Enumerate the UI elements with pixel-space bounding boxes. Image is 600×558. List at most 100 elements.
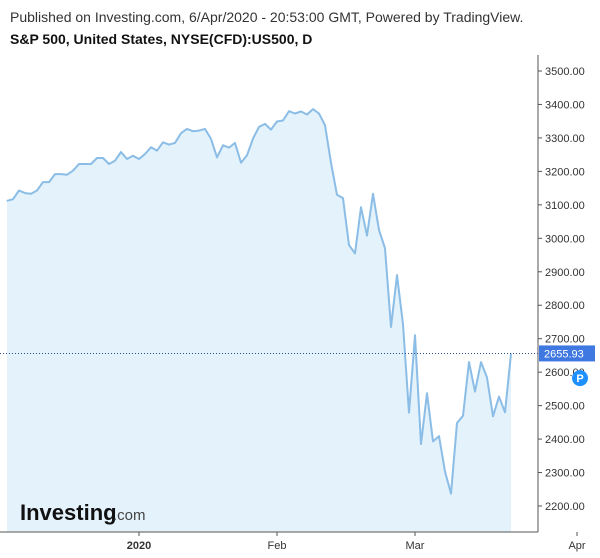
data-point (258, 126, 260, 128)
logo-suffix: .com (113, 507, 146, 524)
data-point (90, 163, 92, 165)
data-point (462, 415, 464, 417)
data-point (390, 326, 392, 328)
y-axis: 3500.00 3400.00 3300.00 3200.00 3100.00 3000.… (537, 55, 585, 532)
data-point (108, 163, 110, 165)
y-tick-label: 2300.00 (545, 468, 585, 480)
y-tick-label: 2700.00 (545, 334, 585, 346)
data-point (216, 156, 218, 158)
data-point (150, 146, 152, 148)
data-point (504, 411, 506, 413)
data-point (12, 198, 14, 200)
x-tick-label: Mar (406, 540, 425, 552)
data-point (138, 158, 140, 160)
y-tick-label: 3100.00 (545, 200, 585, 212)
data-point (132, 155, 134, 157)
data-point (396, 274, 398, 276)
data-point (174, 142, 176, 144)
y-tick-label: 2200.00 (545, 501, 585, 513)
data-point (270, 129, 272, 131)
data-point (24, 192, 26, 194)
data-point (294, 112, 296, 115)
data-point (330, 162, 332, 164)
y-tick-label: 2900.00 (545, 267, 585, 279)
data-point (162, 141, 164, 143)
data-point (168, 144, 170, 146)
data-point (78, 163, 80, 165)
data-point (420, 443, 422, 445)
data-point (372, 193, 374, 195)
data-point (408, 412, 410, 414)
investing-logo: Investing .com (20, 500, 146, 525)
data-point (312, 108, 314, 110)
data-point (246, 154, 248, 156)
y-tick-label: 2500.00 (545, 401, 585, 413)
y-tick-label: 2800.00 (545, 300, 585, 312)
data-point (498, 396, 500, 398)
instrument-title: S&P 500, United States, NYSE(CFD):US500,… (10, 31, 313, 47)
data-point (192, 130, 194, 132)
data-point (36, 189, 38, 192)
data-point (342, 197, 344, 199)
data-point (66, 174, 68, 176)
data-point (240, 162, 242, 164)
data-point (288, 110, 290, 112)
data-point (366, 235, 368, 237)
data-point (264, 123, 266, 125)
y-tick-label: 3300.00 (545, 133, 585, 145)
data-point (186, 128, 188, 130)
data-point (18, 189, 20, 192)
data-point (486, 376, 488, 379)
data-point (438, 435, 440, 437)
y-tick-label: 3400.00 (545, 99, 585, 111)
data-point (210, 138, 212, 140)
x-tick-label: Apr (568, 540, 585, 552)
dividend-marker (572, 370, 588, 387)
y-tick-label: 3500.00 (545, 66, 585, 78)
data-point (84, 163, 86, 165)
data-point (468, 361, 470, 363)
data-point (306, 113, 308, 116)
data-point (432, 440, 434, 442)
data-point (444, 470, 446, 473)
overlay: 2655.93 P (0, 345, 595, 387)
data-point (318, 112, 320, 115)
x-axis: 2020 Feb Mar Apr (0, 531, 586, 552)
data-point (72, 170, 74, 172)
data-point (354, 252, 356, 254)
data-point (456, 422, 458, 424)
data-point (120, 151, 122, 153)
data-point (228, 147, 230, 149)
data-point (252, 138, 254, 140)
data-point (204, 128, 206, 130)
data-point (348, 244, 350, 246)
data-point (300, 110, 302, 113)
y-tick-label: 3000.00 (545, 233, 585, 245)
data-point (6, 200, 8, 202)
x-tick-label: Feb (268, 540, 287, 552)
data-point (492, 415, 494, 417)
data-point (360, 206, 362, 208)
data-point (30, 193, 32, 195)
data-point (42, 181, 44, 183)
data-point (378, 229, 380, 231)
data-point (156, 150, 158, 152)
data-point (48, 181, 50, 183)
last-price-label: 2655.93 (544, 348, 584, 360)
data-point (222, 144, 224, 146)
published-caption: Published on Investing.com, 6/Apr/2020 -… (10, 9, 524, 25)
price-area (7, 109, 511, 532)
y-tick-label: 3200.00 (545, 166, 585, 178)
data-point (54, 173, 56, 175)
y-tick-label: 2400.00 (545, 434, 585, 446)
data-point (480, 361, 482, 363)
plot-area (6, 108, 512, 532)
last-price-badge (539, 345, 595, 362)
data-point (144, 153, 146, 155)
data-point (450, 493, 452, 495)
data-point (60, 173, 62, 175)
data-point (414, 334, 416, 336)
data-point (126, 158, 128, 160)
data-point (198, 130, 200, 132)
